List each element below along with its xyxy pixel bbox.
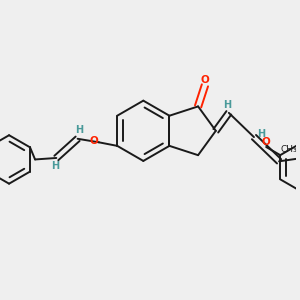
Text: O: O	[201, 75, 209, 85]
Text: H: H	[75, 125, 83, 136]
Text: H: H	[223, 100, 231, 110]
Text: H: H	[257, 129, 266, 139]
Text: O: O	[89, 136, 98, 146]
Text: O: O	[262, 137, 271, 147]
Text: H: H	[51, 161, 59, 171]
Text: CH₃: CH₃	[281, 146, 298, 154]
